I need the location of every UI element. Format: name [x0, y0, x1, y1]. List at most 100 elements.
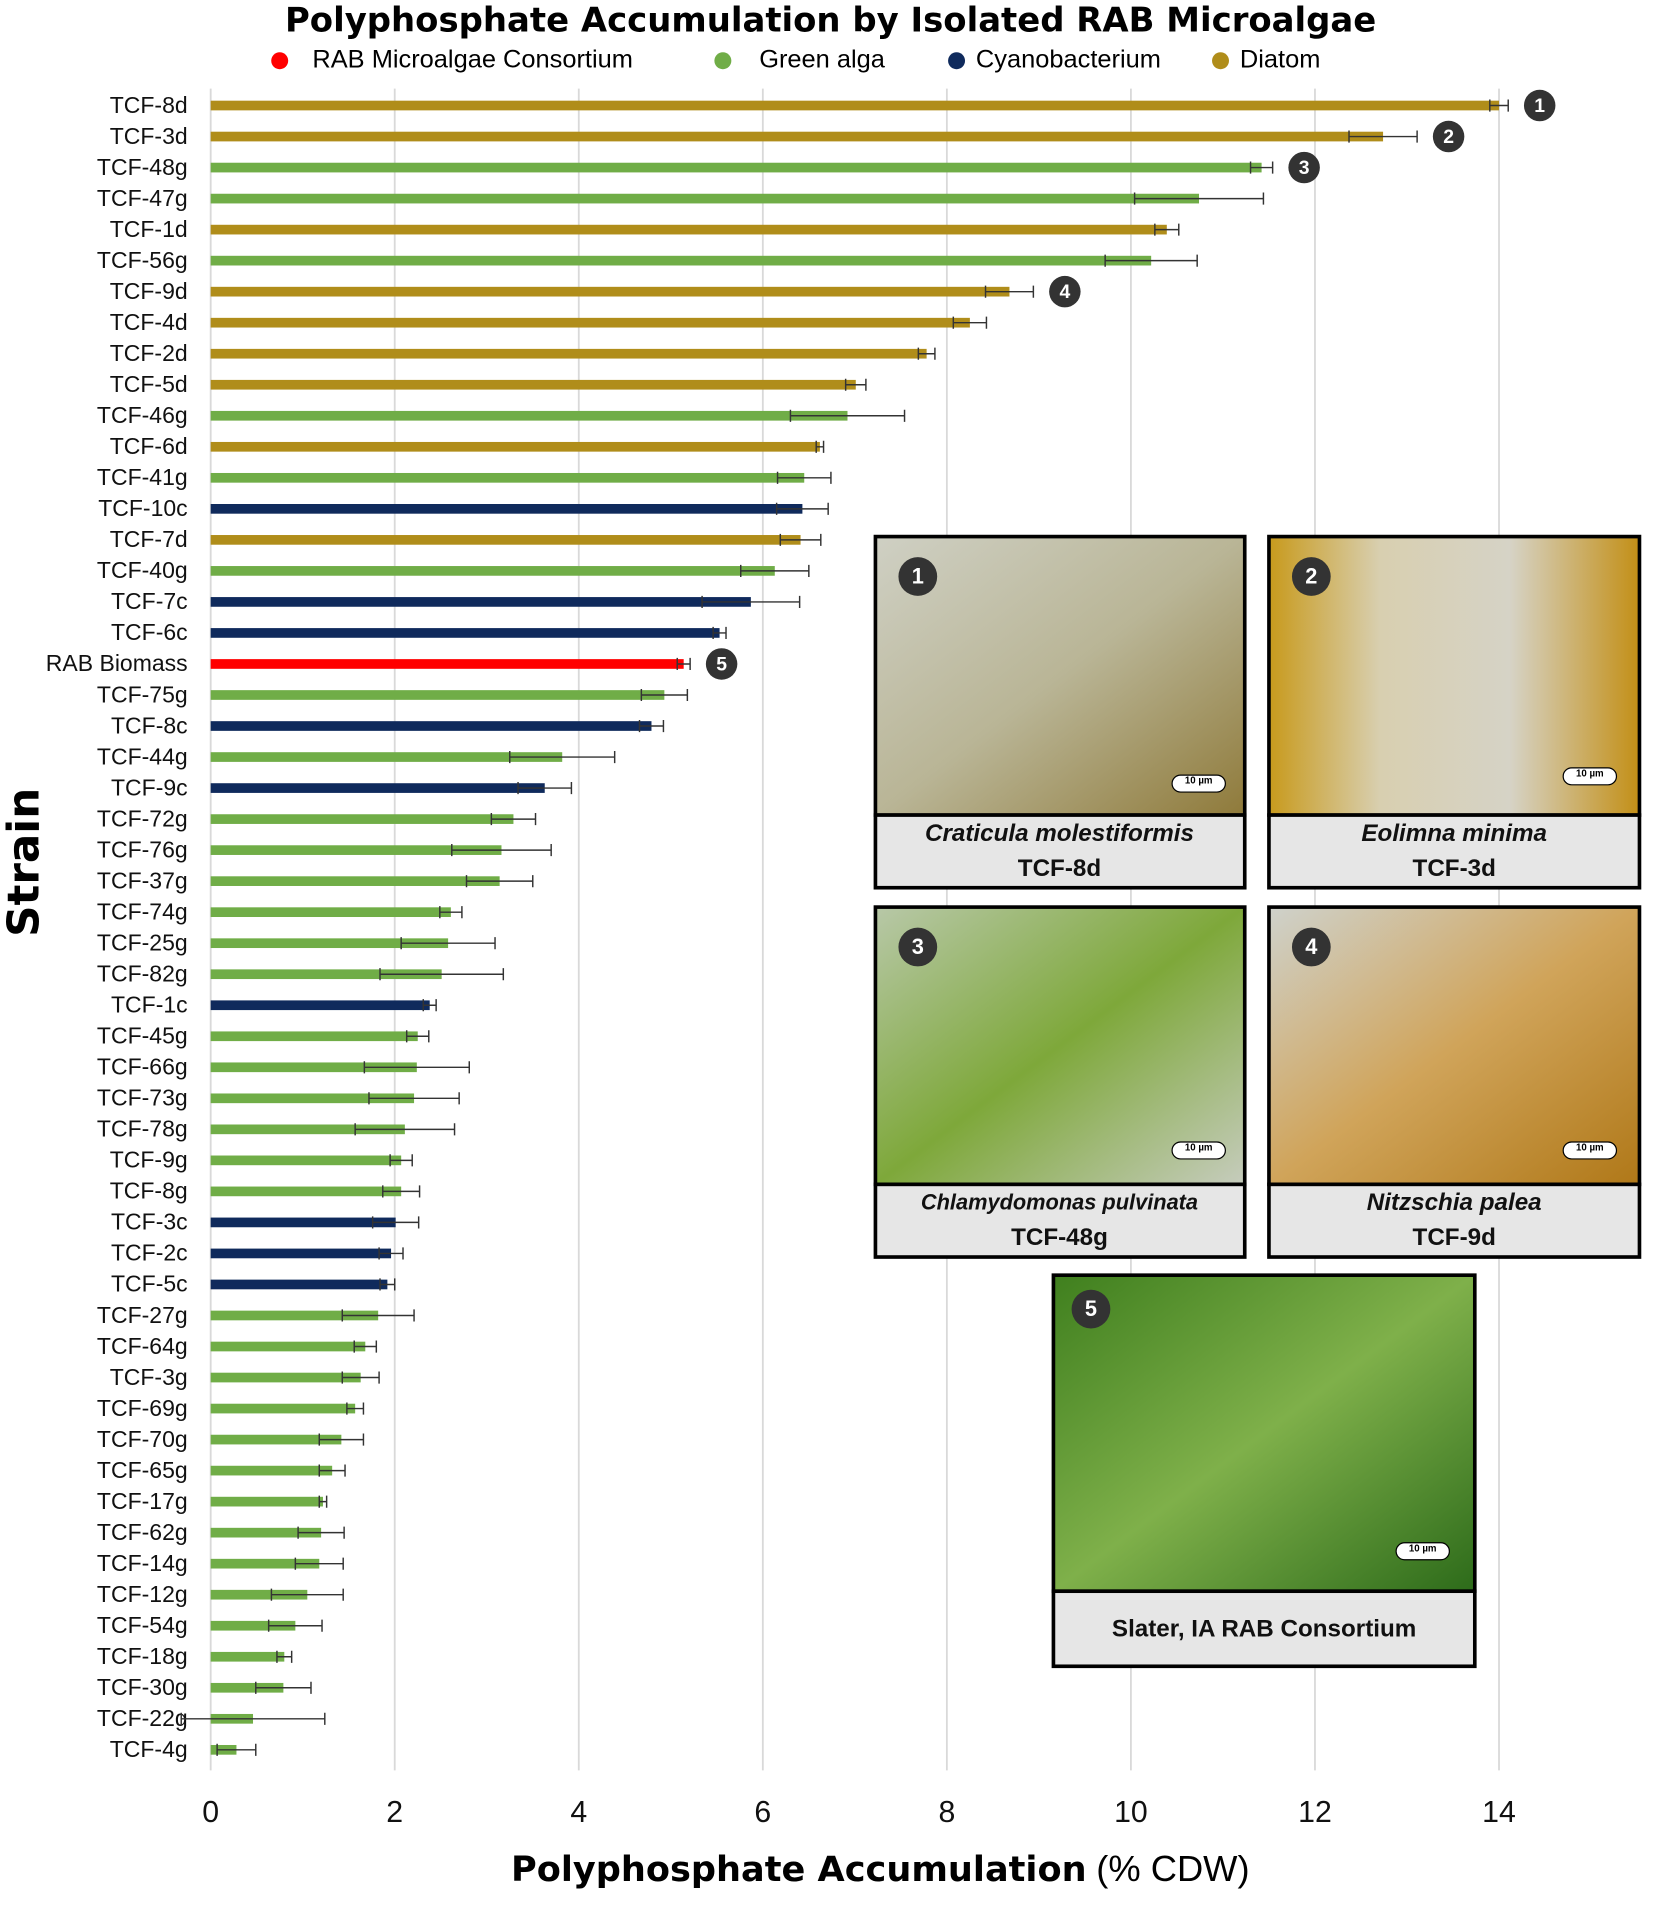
panel-number: 1 [912, 563, 924, 588]
species: Eolimna minima [1361, 820, 1547, 847]
y-tick-label: TCF-14g [97, 1550, 188, 1576]
bar [210, 1372, 361, 1383]
error-bar [465, 875, 534, 888]
caption-box [873, 1182, 1247, 1259]
scale-bar [1171, 774, 1226, 793]
error-bar [318, 1433, 365, 1446]
y-tick-label: TCF-5c [111, 1271, 188, 1297]
error-bar [400, 937, 496, 950]
y-tick-label: TCF-62g [97, 1519, 188, 1545]
error-bar [270, 1588, 344, 1601]
legend-label: RAB Microalgae Consortium [312, 45, 633, 73]
bar [210, 969, 442, 980]
error-bar [378, 1247, 404, 1260]
y-tick-label: TCF-41g [97, 464, 188, 490]
error-bar [1154, 223, 1180, 236]
y-tick-label: TCF-6c [111, 619, 188, 645]
y-tick-label: TCF-78g [97, 1116, 188, 1142]
y-tick-label: TCF-73g [97, 1085, 188, 1111]
scale-label: 10 µm [1185, 776, 1213, 787]
y-tick-label: TCF-48g [97, 154, 188, 180]
bar [210, 504, 803, 514]
bar [210, 1093, 415, 1104]
bar [210, 1186, 402, 1197]
legend-swatch [714, 52, 732, 70]
panel-badge [1071, 1289, 1111, 1329]
error-bar [341, 1309, 415, 1322]
y-tick-label: TCF-6d [110, 433, 188, 459]
error-bar [490, 813, 537, 826]
bar [210, 1155, 402, 1166]
marker-badge [1049, 275, 1081, 308]
y-tick-label: RAB Biomass [46, 650, 188, 676]
error-bar [382, 1185, 421, 1198]
bar [210, 255, 1152, 266]
panel-badge [898, 927, 938, 967]
y-tick-label: TCF-74g [97, 898, 188, 924]
error-bar [379, 1278, 396, 1291]
marker-number: 2 [1443, 126, 1454, 148]
bar [210, 1248, 392, 1259]
panel-number: 4 [1305, 934, 1317, 959]
x-tick-label: 10 [1114, 1796, 1148, 1829]
error-bar [676, 657, 691, 671]
y-tick-label: TCF-3c [111, 1209, 188, 1235]
y-tick-label: TCF-10c [98, 495, 187, 521]
y-tick-label: TCF-9g [110, 1147, 188, 1173]
error-bar [917, 347, 936, 360]
scale-label: 10 µm [1576, 1143, 1604, 1154]
y-tick-label: TCF-54g [97, 1612, 188, 1638]
y-tick-label: TCF-1d [110, 216, 188, 242]
marker-badge [1523, 89, 1556, 122]
error-bar [371, 1216, 420, 1229]
scale-bar [1562, 767, 1618, 786]
error-bar [294, 1557, 344, 1570]
error-bar [405, 1030, 430, 1043]
y-tick-label: TCF-46g [97, 402, 188, 428]
x-axis-title: Polyphosphate Accumulation (% CDW) [511, 1848, 1250, 1890]
bar [210, 1341, 366, 1352]
scale-label: 10 µm [1409, 1543, 1437, 1554]
y-tick-label: TCF-18g [97, 1643, 188, 1669]
y-tick-label: TCF-8g [110, 1178, 188, 1204]
bar [210, 472, 805, 483]
bar [210, 690, 665, 700]
marker-number: 1 [1534, 95, 1545, 117]
panel-badge [1291, 927, 1331, 967]
bar [210, 1682, 284, 1693]
error-bar [815, 440, 825, 453]
strain: TCF-3d [1413, 855, 1496, 882]
bar [210, 1310, 379, 1321]
y-tick-label: TCF-37g [97, 867, 188, 893]
bar [210, 193, 1200, 204]
y-tick-label: TCF-66g [97, 1054, 188, 1080]
error-bar [1249, 161, 1274, 174]
y-tick-label: TCF-40g [97, 557, 188, 583]
species: Chlamydomonas pulvinata [921, 1189, 1198, 1214]
y-tick-label: TCF-9c [111, 774, 188, 800]
legend-swatch [271, 52, 289, 70]
bar [210, 1000, 430, 1011]
species: Craticula molestiformis [925, 820, 1194, 847]
legend: RAB Microalgae Consortium Green alga Cyano… [271, 45, 1320, 73]
y-tick-label: TCF-30g [97, 1674, 188, 1700]
y-tick-label: TCF-69g [97, 1395, 188, 1421]
y-tick-label: TCF-2d [110, 340, 188, 366]
bar [210, 566, 775, 576]
panel-number: 2 [1305, 563, 1317, 588]
error-bar [1104, 254, 1198, 267]
error-bar [379, 968, 505, 981]
legend-label: Cyanobacterium [976, 45, 1161, 73]
error-bar [1133, 192, 1265, 205]
bar [210, 1031, 418, 1042]
bar [210, 379, 856, 390]
panel: 2 10 µm Eolimna minima TCF-3d [1267, 534, 1642, 890]
y-tick-label: TCF-5d [110, 371, 188, 397]
bar [210, 1620, 296, 1631]
marker-badge [1432, 120, 1465, 153]
panel: 1 10 µm Craticula molestiformis TCF-8d [873, 534, 1247, 890]
bar [210, 317, 970, 328]
chart-title: Polyphosphate Accumulation by Isolated R… [285, 0, 1376, 39]
y-axis-title: Strain [0, 788, 50, 937]
